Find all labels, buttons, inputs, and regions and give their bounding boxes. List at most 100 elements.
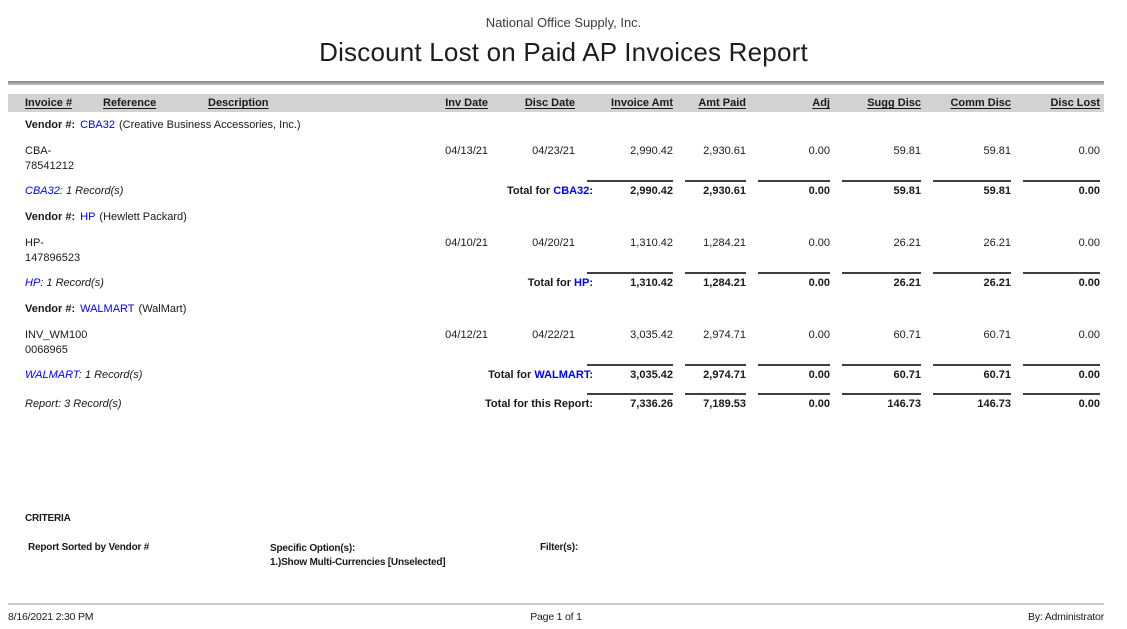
title-divider [8,81,1104,85]
invoice-number: CBA- 78541212 [25,145,74,172]
vendor-prefix-label: Vendor #: [25,211,76,223]
total-sugg-disc: 26.21 [842,272,921,289]
col-header-amt-paid: Amt Paid [698,97,746,109]
total-amt-paid: 2,930.61 [685,180,746,197]
total-disc-lost: 0.00 [1023,180,1100,197]
disc-date: 04/23/21 [532,145,575,157]
vendor-total-id-link[interactable]: HP [574,277,590,289]
total-invoice-amt: 1,310.42 [587,272,673,289]
total-sugg-disc: 60.71 [842,364,921,381]
description [208,144,433,174]
report-total-amt-paid: 7,189.53 [685,393,746,410]
total-colon: : [589,369,593,381]
col-header-inv-date: Inv Date [445,97,488,109]
col-header-invoice: Invoice # [25,97,73,109]
invoice-amt: 2,990.42 [630,145,673,157]
column-header-row: Invoice # Reference Description Inv Date… [8,94,1104,112]
report-page: National Office Supply, Inc. Discount Lo… [0,15,1127,629]
vendor-name: (Hewlett Packard) [99,211,187,223]
vendor-total-id-link[interactable]: WALMART [534,369,590,381]
footer-datetime: 8/16/2021 2:30 PM [8,611,94,623]
total-adj: 0.00 [758,364,830,381]
adj: 0.00 [808,329,830,341]
vendor-total-label: Total for CBA32: [433,185,593,197]
report-record-summary: Report: 3 Record(s) [25,398,433,410]
adj: 0.00 [808,237,830,249]
col-header-description: Description [208,97,269,109]
invoice-amt: 3,035.42 [630,329,673,341]
report-total-comm-disc: 146.73 [933,393,1011,410]
invoice-number: INV_WM100 0068965 [25,329,88,356]
invoice-amt: 1,310.42 [630,237,673,249]
vendor-prefix-label: Vendor #: [25,119,76,131]
criteria-options-label: Specific Option(s): [270,543,356,554]
total-colon: : [589,185,593,197]
total-amt-paid: 2,974.71 [685,364,746,381]
vendor-total-row: HP: 1 Record(s) Total for HP: 1,310.42 1… [25,272,1100,289]
disc-lost: 0.00 [1078,145,1100,157]
inv-date: 04/12/21 [445,329,488,341]
amt-paid: 2,974.71 [703,329,746,341]
invoice-row: CBA- 78541212 04/13/21 04/23/21 2,990.42… [25,144,1100,174]
comm-disc: 60.71 [983,329,1011,341]
amt-paid: 1,284.21 [703,237,746,249]
report-summary-text: Report: 3 Record(s) [25,398,122,410]
criteria-filters-label: Filter(s): [540,542,579,553]
table-body: Vendor #: CBA32 (Creative Business Accesso… [8,119,1104,410]
invoice-number: HP- 147896523 [25,237,81,264]
vendor-summary-id[interactable]: CBA32 [25,185,60,197]
amt-paid: 2,930.61 [703,145,746,157]
report-total-disc-lost: 0.00 [1023,393,1100,410]
vendor-summary-id[interactable]: HP [25,277,41,289]
vendor-id-link[interactable]: WALMART [80,303,135,315]
vendor-summary-id[interactable]: WALMART [25,369,79,381]
adj: 0.00 [808,145,830,157]
total-invoice-amt: 2,990.42 [587,180,673,197]
total-sugg-disc: 59.81 [842,180,921,197]
vendor-summary-text: : 1 Record(s) [59,185,124,197]
criteria-sorted-by: Report Sorted by Vendor # [28,542,150,553]
vendor-summary-text: : 1 Record(s) [40,277,104,289]
sugg-disc: 60.71 [893,329,921,341]
vendor-id-link[interactable]: CBA32 [80,119,115,131]
vendor-name: (Creative Business Accessories, Inc.) [118,119,301,131]
total-prefix: Total for [527,277,571,289]
criteria-heading: CRITERIA [25,513,71,524]
vendor-total-row: WALMART: 1 Record(s) Total for WALMART: … [25,364,1100,381]
vendor-header: Vendor #: HP (Hewlett Packard) [25,211,1100,223]
report-total-adj: 0.00 [758,393,830,410]
disc-date: 04/22/21 [532,329,575,341]
reference [103,236,208,266]
col-header-reference: Reference [103,97,157,109]
total-amt-paid: 1,284.21 [685,272,746,289]
report-total-row: Report: 3 Record(s) Total for this Repor… [25,393,1100,410]
report-table: Invoice # Reference Description Inv Date… [8,94,1104,410]
disc-lost: 0.00 [1078,237,1100,249]
comm-disc: 26.21 [983,237,1011,249]
report-total-sugg-disc: 146.73 [842,393,921,410]
criteria-options: Specific Option(s): 1.)Show Multi-Curren… [270,542,446,570]
sugg-disc: 59.81 [893,145,921,157]
report-title: Discount Lost on Paid AP Invoices Report [319,37,808,67]
description [208,236,433,266]
report-total-label: Total for this Report: [485,398,593,410]
total-comm-disc: 60.71 [933,364,1011,381]
total-invoice-amt: 3,035.42 [587,364,673,381]
total-comm-disc: 59.81 [933,180,1011,197]
vendor-record-summary: CBA32: 1 Record(s) [25,185,433,197]
col-header-invoice-amt: Invoice Amt [611,97,673,109]
vendor-id-link[interactable]: HP [80,211,96,223]
vendor-total-id-link[interactable]: CBA32 [553,185,590,197]
col-header-sugg-disc: Sugg Disc [867,97,921,109]
total-comm-disc: 26.21 [933,272,1011,289]
vendor-total-label: Total for WALMART: [433,369,593,381]
total-adj: 0.00 [758,272,830,289]
footer-generated-by: By: Administrator [1028,611,1104,623]
footer-divider [8,603,1104,605]
inv-date: 04/10/21 [445,237,488,249]
footer-page-number: Page 1 of 1 [530,611,582,623]
inv-date: 04/13/21 [445,145,488,157]
vendor-header: Vendor #: WALMART (WalMart) [25,303,1100,315]
vendor-summary-text: : 1 Record(s) [78,369,143,381]
total-prefix: Total for [488,369,532,381]
